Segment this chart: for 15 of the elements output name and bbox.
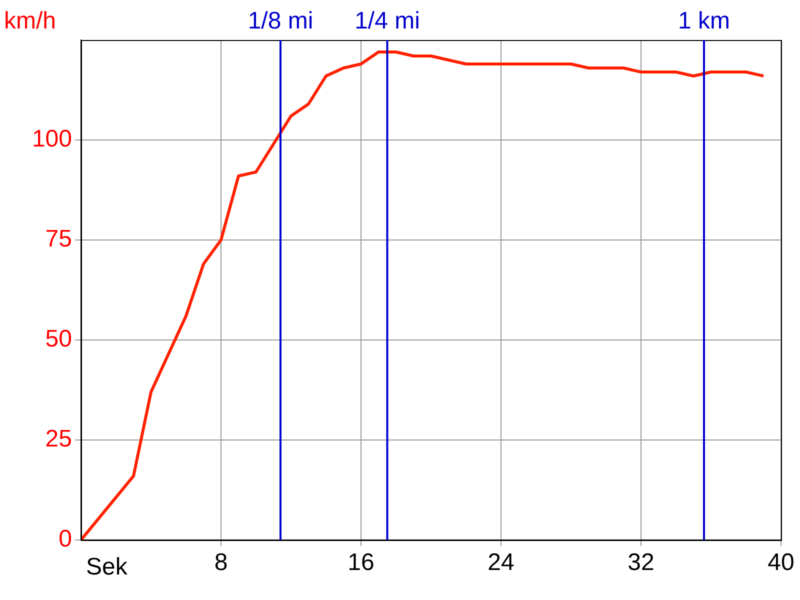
x-tick-label: 24 bbox=[488, 549, 514, 576]
y-tick-label: 100 bbox=[32, 126, 72, 153]
x-tick-label: 16 bbox=[348, 549, 374, 576]
x-tick-label: 8 bbox=[214, 549, 228, 576]
y-axis-title: km/h bbox=[4, 8, 56, 35]
ref-line-label: 1/8 mi bbox=[248, 8, 314, 35]
y-tick-label: 25 bbox=[45, 426, 72, 453]
ref-line-label: 1 km bbox=[678, 8, 730, 35]
y-tick-label: 0 bbox=[58, 526, 72, 553]
y-tick-label: 50 bbox=[45, 326, 72, 353]
ref-line-label: 1/4 mi bbox=[354, 8, 420, 35]
x-tick-label: 32 bbox=[628, 549, 654, 576]
x-tick-label: 40 bbox=[768, 549, 794, 576]
y-tick-label: 75 bbox=[45, 226, 72, 253]
x-axis-title: Sek bbox=[86, 554, 128, 581]
